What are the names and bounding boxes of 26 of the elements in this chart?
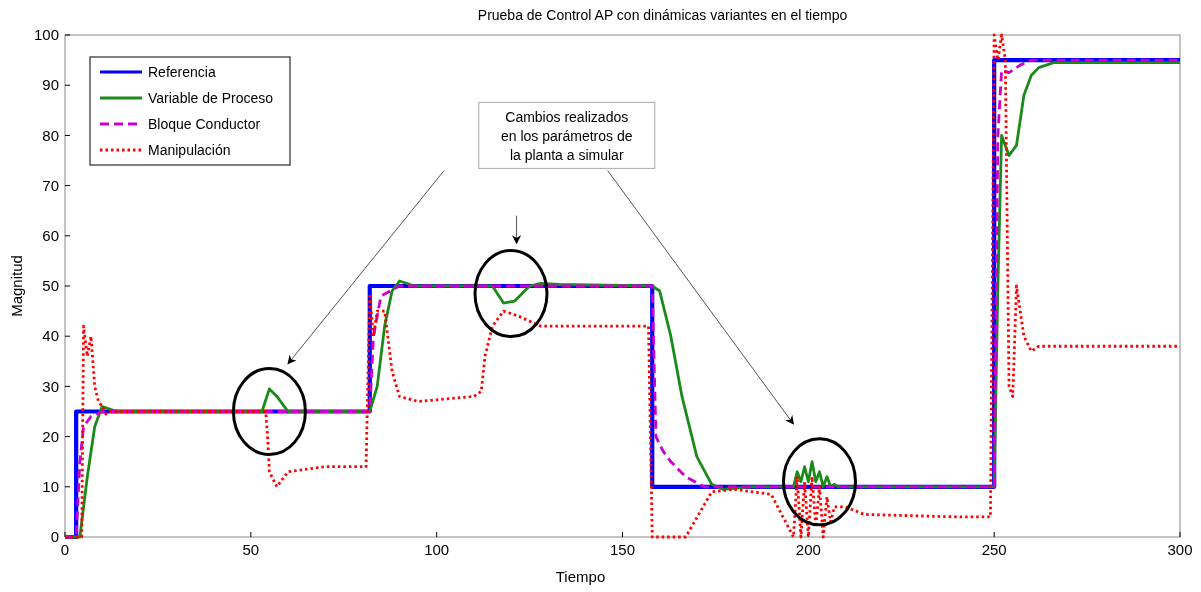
y-tick-label: 30 xyxy=(42,377,59,395)
y-tick-label: 60 xyxy=(42,227,59,245)
legend-label: Bloque Conductor xyxy=(148,115,261,132)
y-tick-label: 20 xyxy=(42,427,59,445)
x-tick-label: 50 xyxy=(242,541,260,558)
y-tick-label: 0 xyxy=(50,528,59,546)
y-tick-label: 100 xyxy=(33,26,59,44)
x-tick-label: 100 xyxy=(424,541,450,558)
legend-label: Referencia xyxy=(148,63,216,80)
y-axis-title: Magnitud xyxy=(8,255,25,317)
y-tick-label: 10 xyxy=(42,478,59,496)
legend-label: Variable de Proceso xyxy=(148,89,274,106)
chart-title: Prueba de Control AP con dinámicas variantes en el tiempo xyxy=(477,7,848,23)
x-tick-label: 200 xyxy=(795,541,821,558)
legend-label: Manipulación xyxy=(148,141,231,158)
y-tick-label: 40 xyxy=(42,327,59,345)
y-tick-label: 50 xyxy=(42,277,59,295)
annotation: Cambios realizados en los parámetros de la planta a simular xyxy=(500,109,633,164)
x-axis-title: Tiempo xyxy=(555,568,606,585)
x-tick-label: 300 xyxy=(1167,541,1193,558)
x-tick-label: 250 xyxy=(981,541,1007,558)
y-tick-label: 80 xyxy=(42,126,59,144)
x-tick-label: 0 xyxy=(60,541,70,558)
y-tick-label: 90 xyxy=(42,76,59,94)
y-tick-label: 70 xyxy=(42,176,59,194)
x-tick-label: 150 xyxy=(609,541,636,558)
